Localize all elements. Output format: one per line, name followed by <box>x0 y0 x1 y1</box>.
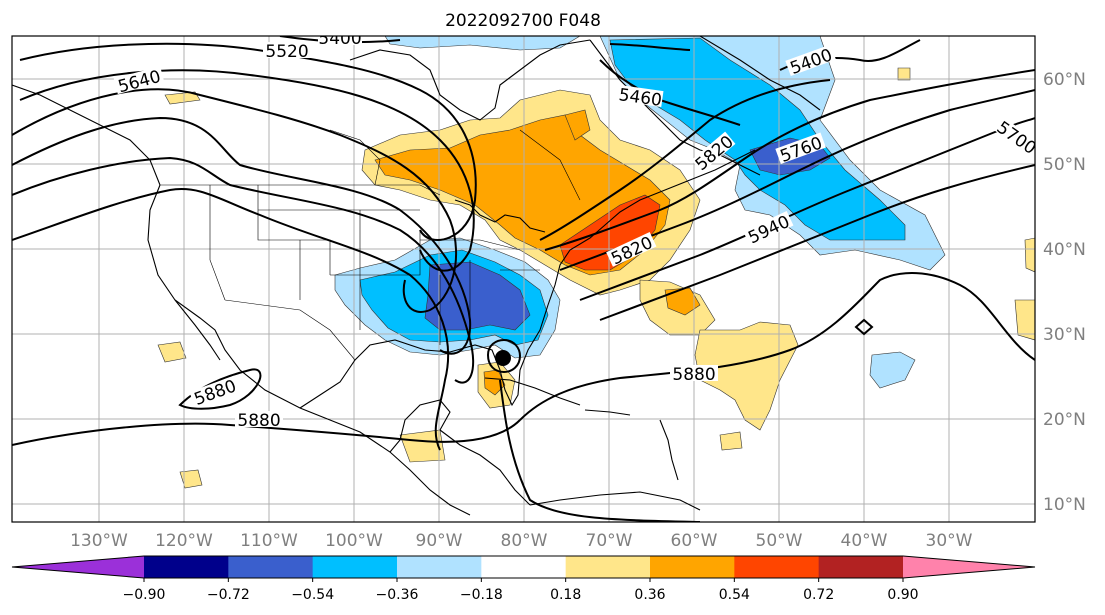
contour-5880-sw <box>178 368 262 410</box>
height-contours <box>12 36 1035 522</box>
colorbar-segment <box>481 556 567 578</box>
coast-gulf <box>299 149 756 409</box>
colorbar-extend-low <box>12 556 144 578</box>
lon-tick-30w: 30°W <box>926 531 973 551</box>
colorbar-extend-high <box>903 556 1035 578</box>
contour-5880-south <box>499 379 701 522</box>
lon-tick-labels: 130°W 120°W 110°W 100°W 90°W 80°W 70°W 6… <box>70 531 973 551</box>
coast-great-lakes <box>454 199 546 233</box>
lon-tick-80w: 80°W <box>501 531 548 551</box>
colorbar-segment <box>397 556 482 578</box>
colorbar-tick-label: 0.90 <box>887 587 918 603</box>
contour-5940-arc <box>599 164 1035 321</box>
contour-5640 <box>12 88 458 313</box>
lat-tick-60n: 60°N <box>1043 70 1086 90</box>
lon-tick-70w: 70°W <box>586 531 633 551</box>
lon-tick-110w: 110°W <box>240 531 298 551</box>
colorbar-tick-label: −0.90 <box>123 587 166 603</box>
fill-atlantic-blue <box>609 37 906 241</box>
lon-tick-40w: 40°W <box>841 531 888 551</box>
anomaly-fills <box>157 36 1035 489</box>
contour-label-5520: 5520 <box>265 42 308 62</box>
contour-5880-east <box>519 272 1035 421</box>
contour-5820-west <box>12 188 449 451</box>
coast-hudson <box>349 39 591 121</box>
contour-label-5400-west: 5400 <box>318 29 361 49</box>
fill-small-yellow-7 <box>1024 237 1035 273</box>
colorbar-tick-label: −0.72 <box>207 587 250 603</box>
fill-north-blue <box>384 36 581 51</box>
colorbar-segment <box>818 556 904 578</box>
fill-small-blue-1 <box>869 351 916 389</box>
storm-center-marker <box>495 350 511 366</box>
colorbar-tick-label: 0.18 <box>550 587 581 603</box>
contour-5760 <box>12 156 475 384</box>
colorbar-segment <box>650 556 735 578</box>
fill-small-yellow-5 <box>399 429 446 463</box>
colorbar-segment <box>565 556 651 578</box>
colorbar-segment <box>734 556 820 578</box>
fill-se-darkblue <box>424 261 531 331</box>
fill-small-yellow-1 <box>719 431 743 451</box>
gridlines <box>12 36 1035 522</box>
fill-small-yellow-8 <box>897 67 911 81</box>
colorbar: −0.90 −0.72 −0.54 −0.36 −0.18 0.18 0.36 0.54 0.7… <box>11 555 1036 603</box>
fill-small-yellow-4 <box>164 91 201 105</box>
colorbar-segment <box>228 556 314 578</box>
lon-tick-90w: 90°W <box>416 531 463 551</box>
fill-small-yellow-3 <box>179 469 203 489</box>
coast-south-america <box>529 491 701 511</box>
colorbar-tick-label: 0.36 <box>634 587 665 603</box>
contour-label-5880-low: 5880 <box>237 411 280 431</box>
colorbar-segment <box>144 556 229 578</box>
lat-tick-labels: 10°N 20°N 30°N 40°N 50°N 60°N <box>1043 70 1086 515</box>
colorbar-segment <box>312 556 398 578</box>
lat-tick-10n: 10°N <box>1043 495 1086 515</box>
lon-tick-60w: 60°W <box>671 531 718 551</box>
lat-tick-30n: 30°N <box>1043 325 1086 345</box>
coast-hispaniola <box>584 409 631 416</box>
coast-lesser-antilles <box>659 419 679 481</box>
lon-tick-100w: 100°W <box>325 531 383 551</box>
map-frame <box>11 35 1036 523</box>
contour-ring-outer <box>486 338 522 374</box>
colorbar-tick-label: 0.54 <box>719 587 750 603</box>
colorbar-tick-label: 0.72 <box>803 587 834 603</box>
coast-cuba <box>484 377 581 406</box>
coast-baja <box>174 299 221 361</box>
contour-5700 <box>12 116 472 355</box>
contour-small-ring <box>854 318 874 336</box>
map-title: 2022092700 F048 <box>445 11 601 31</box>
colorbar-tick-label: −0.54 <box>291 587 334 603</box>
fill-small-orange-top <box>564 109 591 141</box>
contour-5520-ne <box>609 43 691 51</box>
lat-tick-50n: 50°N <box>1043 155 1086 175</box>
colorbar-tick-label: −0.36 <box>376 587 419 603</box>
fill-small-yellow-2 <box>157 341 187 363</box>
lon-tick-120w: 120°W <box>155 531 213 551</box>
coast-greenland <box>699 36 821 111</box>
contour-5820-arc <box>544 69 1035 251</box>
contour-5520 <box>19 42 477 241</box>
contour-5940-nw <box>539 79 831 241</box>
fill-caribbean-yellow <box>694 321 799 431</box>
fill-small-yellow-6 <box>1014 299 1035 341</box>
coast-west-na <box>147 184 471 516</box>
colorbar-tick-label: −0.18 <box>460 587 503 603</box>
lat-tick-40n: 40°N <box>1043 240 1086 260</box>
map-area: 5400 5460 5520 5640 5700 5760 5820 5880 … <box>12 29 1035 522</box>
lon-tick-50w: 50°W <box>756 531 803 551</box>
contour-5880-low <box>12 419 521 446</box>
contour-label-5880-east: 5880 <box>672 365 715 385</box>
lon-tick-130w: 130°W <box>70 531 128 551</box>
lat-tick-20n: 20°N <box>1043 410 1086 430</box>
